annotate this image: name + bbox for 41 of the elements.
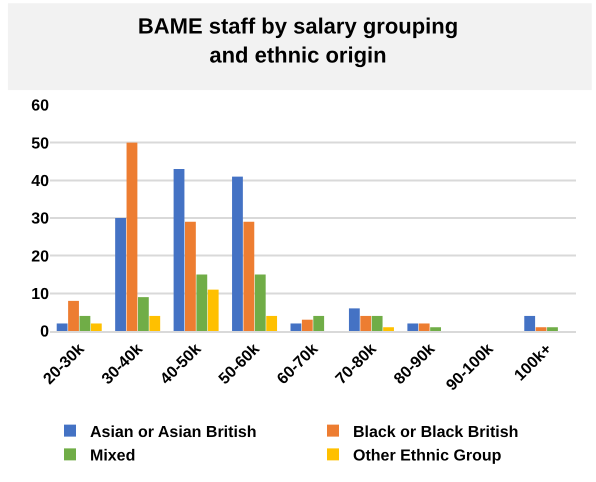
bar <box>174 169 184 331</box>
bar <box>68 300 79 331</box>
bar <box>80 316 90 331</box>
legend-label: Mixed <box>90 448 136 465</box>
bar <box>149 316 160 331</box>
bar <box>524 316 536 331</box>
bar <box>138 297 149 331</box>
bar <box>302 320 313 331</box>
bar <box>254 274 266 331</box>
chart-title: BAME staff by salary grouping and ethnic origin <box>138 14 458 68</box>
bar <box>547 327 558 331</box>
bar <box>348 308 360 331</box>
bar <box>185 222 196 331</box>
y-tick-label: 20 <box>31 248 50 266</box>
legend-label: Asian or Asian British <box>90 424 257 441</box>
bar <box>126 142 138 331</box>
bar <box>290 323 302 331</box>
bar <box>243 222 254 331</box>
bar <box>196 274 208 331</box>
y-tick-label: 60 <box>31 98 50 115</box>
bar <box>266 316 278 331</box>
legend-label: Other Ethnic Group <box>353 448 502 465</box>
bar <box>372 316 383 331</box>
bar <box>536 327 546 331</box>
bar <box>383 327 394 331</box>
bar <box>407 323 418 331</box>
bar <box>418 323 430 331</box>
legend-label: Black or Black British <box>353 424 518 441</box>
bar <box>56 323 68 331</box>
y-tick-label: 40 <box>31 172 50 190</box>
y-tick-label: 10 <box>31 286 50 303</box>
bar <box>313 316 324 331</box>
bar <box>360 316 372 331</box>
bar <box>232 176 243 331</box>
bar <box>115 218 126 331</box>
bar <box>208 290 219 331</box>
y-tick-label: 50 <box>31 135 50 152</box>
bar <box>430 327 441 331</box>
y-tick-label: 0 <box>40 324 50 341</box>
bar <box>90 323 102 331</box>
y-tick-label: 30 <box>31 210 50 228</box>
